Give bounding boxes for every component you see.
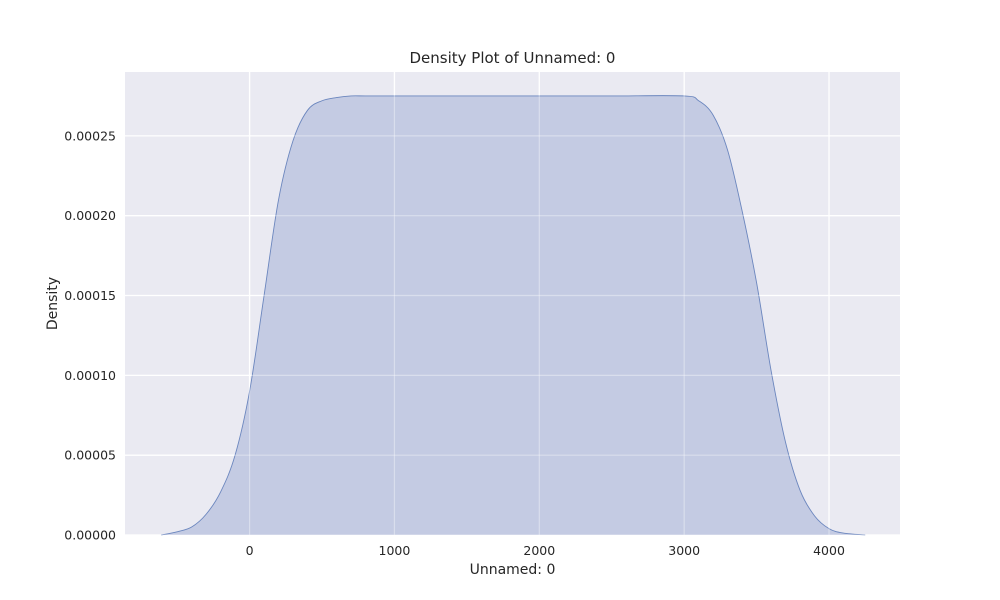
density-area <box>161 95 866 535</box>
y-tick-label: 0.00005 <box>64 448 116 463</box>
x-tick-label: 3000 <box>668 543 700 558</box>
y-tick-label: 0.00025 <box>64 128 116 143</box>
y-tick-label: 0.00010 <box>64 368 116 383</box>
y-tick-label: 0.00020 <box>64 208 116 223</box>
density-line <box>161 95 866 536</box>
y-axis-label: Density <box>45 277 61 330</box>
series-layer <box>125 72 900 536</box>
x-tick-label: 4000 <box>813 543 845 558</box>
x-tick-label: 1000 <box>379 543 411 558</box>
y-tick-label: 0.00000 <box>64 528 116 543</box>
y-tick-label: 0.00015 <box>64 288 116 303</box>
x-tick-label: 2000 <box>523 543 555 558</box>
chart-title: Density Plot of Unnamed: 0 <box>410 49 616 67</box>
x-tick-label: 0 <box>246 543 254 558</box>
tick-labels: 0 1000 2000 3000 4000 0.00000 0.00005 0.00010 0.… <box>64 128 845 558</box>
x-axis-label: Unnamed: 0 <box>470 562 556 578</box>
